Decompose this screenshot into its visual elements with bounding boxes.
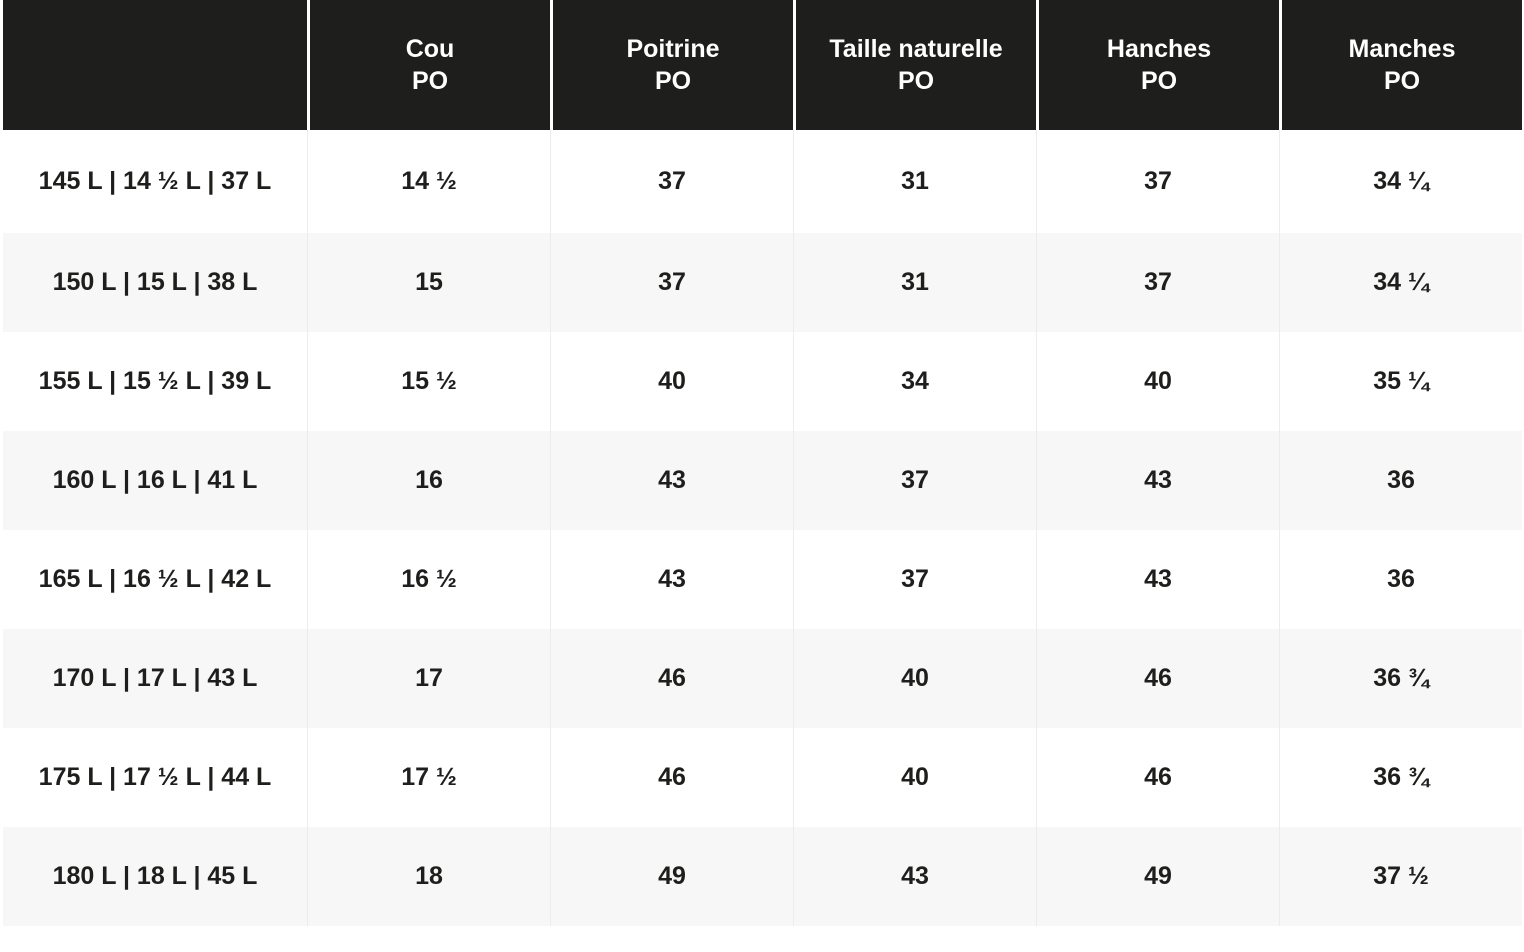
header-name: Manches bbox=[1348, 35, 1456, 63]
neck-cell: 15 ½ bbox=[307, 332, 550, 431]
header-unit: PO bbox=[411, 67, 449, 95]
table-row: 160 L | 16 L | 41 L 16 43 37 43 36 bbox=[3, 431, 1522, 530]
neck-cell: 18 bbox=[307, 827, 550, 926]
neck-cell: 15 bbox=[307, 233, 550, 332]
header-unit: PO bbox=[654, 67, 692, 95]
chest-cell: 46 bbox=[550, 629, 793, 728]
chest-cell: 43 bbox=[550, 530, 793, 629]
waist-cell: 40 bbox=[793, 629, 1036, 728]
size-cell: 180 L | 18 L | 45 L bbox=[3, 827, 307, 926]
header-unit: PO bbox=[1383, 67, 1421, 95]
hips-cell: 37 bbox=[1036, 130, 1279, 233]
waist-cell: 37 bbox=[793, 530, 1036, 629]
waist-cell: 31 bbox=[793, 233, 1036, 332]
header-name: Taille naturelle bbox=[829, 35, 1003, 63]
hips-cell: 37 bbox=[1036, 233, 1279, 332]
waist-cell: 37 bbox=[793, 431, 1036, 530]
neck-cell: 16 ½ bbox=[307, 530, 550, 629]
neck-cell: 17 bbox=[307, 629, 550, 728]
size-cell: 145 L | 14 ½ L | 37 L bbox=[3, 130, 307, 233]
sleeves-cell: 34 ¼ bbox=[1279, 130, 1522, 233]
chest-cell: 37 bbox=[550, 130, 793, 233]
sleeves-cell: 36 ¾ bbox=[1279, 629, 1522, 728]
header-row: Cou PO Poitrine PO Taille naturelle PO H… bbox=[3, 0, 1522, 130]
table-row: 170 L | 17 L | 43 L 17 46 40 46 36 ¾ bbox=[3, 629, 1522, 728]
size-cell: 155 L | 15 ½ L | 39 L bbox=[3, 332, 307, 431]
header-cell-size bbox=[3, 0, 307, 130]
hips-cell: 46 bbox=[1036, 728, 1279, 827]
header-name: Hanches bbox=[1106, 35, 1212, 63]
sleeves-cell: 37 ½ bbox=[1279, 827, 1522, 926]
sleeves-cell: 36 ¾ bbox=[1279, 728, 1522, 827]
size-cell: 160 L | 16 L | 41 L bbox=[3, 431, 307, 530]
header-unit: PO bbox=[897, 67, 935, 95]
hips-cell: 49 bbox=[1036, 827, 1279, 926]
table-row: 155 L | 15 ½ L | 39 L 15 ½ 40 34 40 35 ¼ bbox=[3, 332, 1522, 431]
sleeves-cell: 35 ¼ bbox=[1279, 332, 1522, 431]
size-cell: 170 L | 17 L | 43 L bbox=[3, 629, 307, 728]
chest-cell: 49 bbox=[550, 827, 793, 926]
sleeves-cell: 34 ¼ bbox=[1279, 233, 1522, 332]
waist-cell: 43 bbox=[793, 827, 1036, 926]
neck-cell: 14 ½ bbox=[307, 130, 550, 233]
table-row: 150 L | 15 L | 38 L 15 37 31 37 34 ¼ bbox=[3, 233, 1522, 332]
chest-cell: 40 bbox=[550, 332, 793, 431]
chest-cell: 46 bbox=[550, 728, 793, 827]
table-row: 165 L | 16 ½ L | 42 L 16 ½ 43 37 43 36 bbox=[3, 530, 1522, 629]
hips-cell: 46 bbox=[1036, 629, 1279, 728]
table-row: 180 L | 18 L | 45 L 18 49 43 49 37 ½ bbox=[3, 827, 1522, 926]
header-cell-neck: Cou PO bbox=[307, 0, 550, 130]
header-cell-hips: Hanches PO bbox=[1036, 0, 1279, 130]
waist-cell: 40 bbox=[793, 728, 1036, 827]
size-cell: 175 L | 17 ½ L | 44 L bbox=[3, 728, 307, 827]
neck-cell: 17 ½ bbox=[307, 728, 550, 827]
hips-cell: 43 bbox=[1036, 530, 1279, 629]
header-cell-sleeves: Manches PO bbox=[1279, 0, 1522, 130]
sleeves-cell: 36 bbox=[1279, 431, 1522, 530]
header-unit: PO bbox=[1140, 67, 1178, 95]
table-row: 175 L | 17 ½ L | 44 L 17 ½ 46 40 46 36 ¾ bbox=[3, 728, 1522, 827]
header-cell-chest: Poitrine PO bbox=[550, 0, 793, 130]
chest-cell: 43 bbox=[550, 431, 793, 530]
header-name: Poitrine bbox=[626, 35, 720, 63]
size-cell: 165 L | 16 ½ L | 42 L bbox=[3, 530, 307, 629]
header-name: Cou bbox=[405, 35, 455, 63]
chest-cell: 37 bbox=[550, 233, 793, 332]
waist-cell: 34 bbox=[793, 332, 1036, 431]
sleeves-cell: 36 bbox=[1279, 530, 1522, 629]
waist-cell: 31 bbox=[793, 130, 1036, 233]
table-header: Cou PO Poitrine PO Taille naturelle PO H… bbox=[3, 0, 1522, 130]
hips-cell: 43 bbox=[1036, 431, 1279, 530]
table-row: 145 L | 14 ½ L | 37 L 14 ½ 37 31 37 34 ¼ bbox=[3, 130, 1522, 233]
size-chart-table: Cou PO Poitrine PO Taille naturelle PO H… bbox=[3, 0, 1522, 926]
neck-cell: 16 bbox=[307, 431, 550, 530]
header-cell-waist: Taille naturelle PO bbox=[793, 0, 1036, 130]
table-body: 145 L | 14 ½ L | 37 L 14 ½ 37 31 37 34 ¼… bbox=[3, 130, 1522, 926]
size-cell: 150 L | 15 L | 38 L bbox=[3, 233, 307, 332]
hips-cell: 40 bbox=[1036, 332, 1279, 431]
